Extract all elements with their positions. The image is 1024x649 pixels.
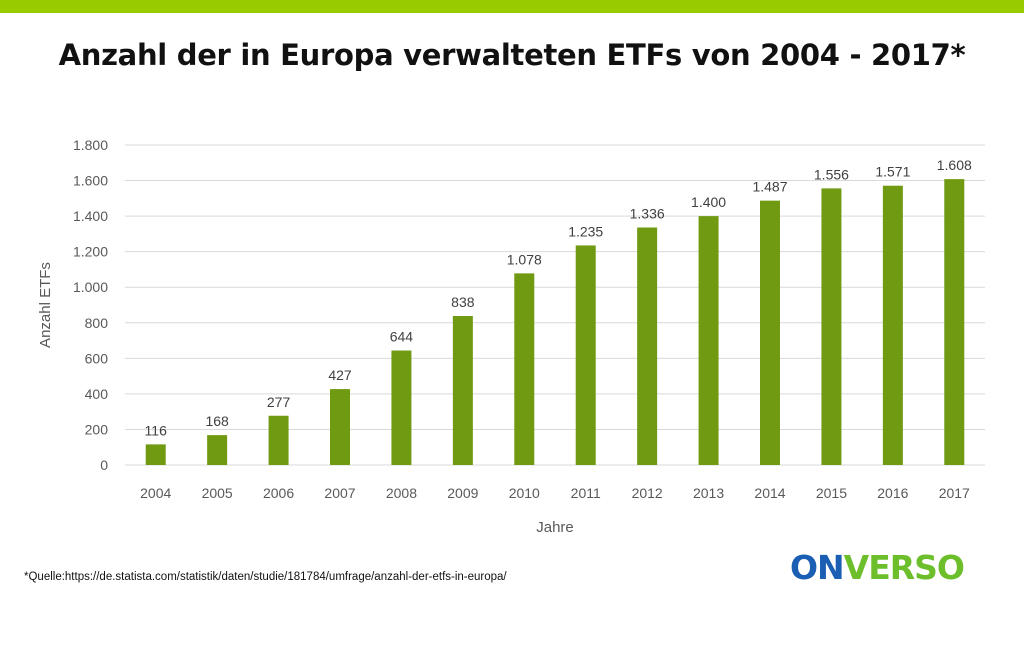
y-tick-label: 1.800 bbox=[73, 137, 108, 153]
logo-part-on: ON bbox=[790, 548, 845, 587]
x-tick-label: 2016 bbox=[877, 485, 908, 501]
bar-2014 bbox=[760, 200, 780, 465]
y-tick-label: 400 bbox=[85, 386, 109, 402]
y-tick-label: 1.200 bbox=[73, 244, 108, 260]
x-tick-label: 2014 bbox=[754, 485, 785, 501]
data-label: 1.078 bbox=[507, 251, 542, 267]
data-label: 644 bbox=[390, 329, 414, 345]
bar-2008 bbox=[391, 350, 412, 465]
y-tick-label: 800 bbox=[85, 315, 109, 331]
bar-2013 bbox=[698, 216, 719, 465]
bar-2005 bbox=[207, 435, 228, 465]
chart-title: Anzahl der in Europa verwalteten ETFs vo… bbox=[58, 38, 966, 72]
bar-2004 bbox=[145, 444, 166, 465]
bar-2010 bbox=[514, 273, 535, 465]
data-label: 1.487 bbox=[752, 179, 787, 195]
bar-2016 bbox=[882, 185, 903, 465]
y-tick-label: 1.000 bbox=[73, 279, 108, 295]
logo-part-verso: VERSO bbox=[843, 548, 965, 587]
data-label: 168 bbox=[205, 413, 229, 429]
x-tick-label: 2004 bbox=[140, 485, 171, 501]
bar-2017 bbox=[944, 179, 965, 465]
data-label: 1.400 bbox=[691, 194, 726, 210]
x-tick-label: 2015 bbox=[816, 485, 847, 501]
onverso-logo: ONVERSO bbox=[790, 548, 965, 587]
y-axis-label: Anzahl ETFs bbox=[37, 262, 54, 348]
data-label: 1.608 bbox=[937, 157, 972, 173]
y-tick-label: 0 bbox=[100, 457, 108, 473]
y-tick-label: 200 bbox=[85, 421, 109, 437]
data-label: 1.235 bbox=[568, 223, 603, 239]
data-label: 277 bbox=[267, 394, 291, 410]
data-label: 1.556 bbox=[814, 166, 849, 182]
x-tick-label: 2013 bbox=[693, 485, 724, 501]
bar-2012 bbox=[637, 227, 658, 465]
data-label: 1.336 bbox=[630, 205, 665, 221]
x-tick-label: 2006 bbox=[263, 485, 294, 501]
x-tick-label: 2005 bbox=[202, 485, 233, 501]
x-tick-label: 2007 bbox=[324, 485, 355, 501]
data-label: 116 bbox=[145, 422, 168, 438]
x-tick-label: 2017 bbox=[939, 485, 970, 501]
x-tick-label: 2009 bbox=[447, 485, 478, 501]
bar-2006 bbox=[268, 415, 289, 465]
bar-2015 bbox=[821, 188, 842, 465]
x-tick-label: 2010 bbox=[509, 485, 540, 501]
data-label: 427 bbox=[328, 367, 352, 383]
bar-2009 bbox=[452, 316, 473, 465]
data-label: 838 bbox=[451, 294, 475, 310]
top-accent-bar bbox=[0, 0, 1024, 13]
bar-2007 bbox=[330, 389, 350, 465]
x-tick-label: 2012 bbox=[632, 485, 663, 501]
y-tick-label: 1.600 bbox=[73, 173, 108, 189]
y-tick-label: 1.400 bbox=[73, 208, 108, 224]
source-note: *Quelle:https://de.statista.com/statisti… bbox=[24, 571, 507, 583]
x-tick-label: 2011 bbox=[571, 485, 601, 501]
x-tick-label: 2008 bbox=[386, 485, 417, 501]
x-axis-label: Jahre bbox=[536, 519, 574, 536]
bar-2011 bbox=[575, 245, 596, 465]
y-tick-label: 600 bbox=[85, 350, 109, 366]
data-label: 1.571 bbox=[875, 164, 910, 180]
